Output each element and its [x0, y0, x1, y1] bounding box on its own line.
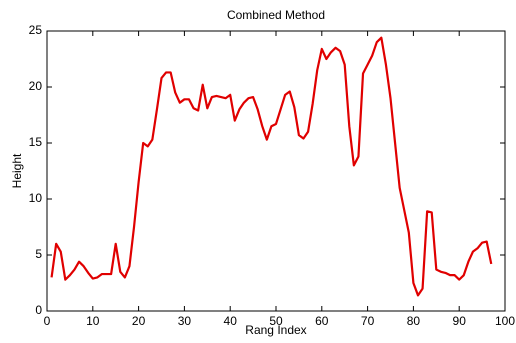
x-tick-label: 70 [361, 314, 375, 328]
x-tick-label: 90 [453, 314, 467, 328]
y-tick-label: 5 [35, 247, 42, 261]
x-tick-label: 40 [224, 314, 238, 328]
y-axis-label: Height [10, 153, 24, 188]
x-tick-label: 60 [315, 314, 329, 328]
data-line [50, 36, 493, 297]
x-tick-label: 20 [132, 314, 146, 328]
y-tick-label: 25 [29, 23, 43, 37]
y-tick-label: 10 [29, 191, 43, 205]
x-tick-label: 10 [86, 314, 100, 328]
x-axis-label: Rang Index [245, 323, 306, 337]
x-tick-label: 30 [178, 314, 192, 328]
x-tick-label: 0 [44, 314, 51, 328]
chart-title: Combined Method [227, 8, 325, 22]
x-tick-label: 50 [269, 314, 283, 328]
x-tick-label: 100 [495, 314, 515, 328]
y-tick-label: 15 [29, 135, 43, 149]
y-tick-label: 0 [35, 303, 42, 317]
y-tick-label: 20 [29, 79, 43, 93]
x-tick-label: 80 [407, 314, 421, 328]
